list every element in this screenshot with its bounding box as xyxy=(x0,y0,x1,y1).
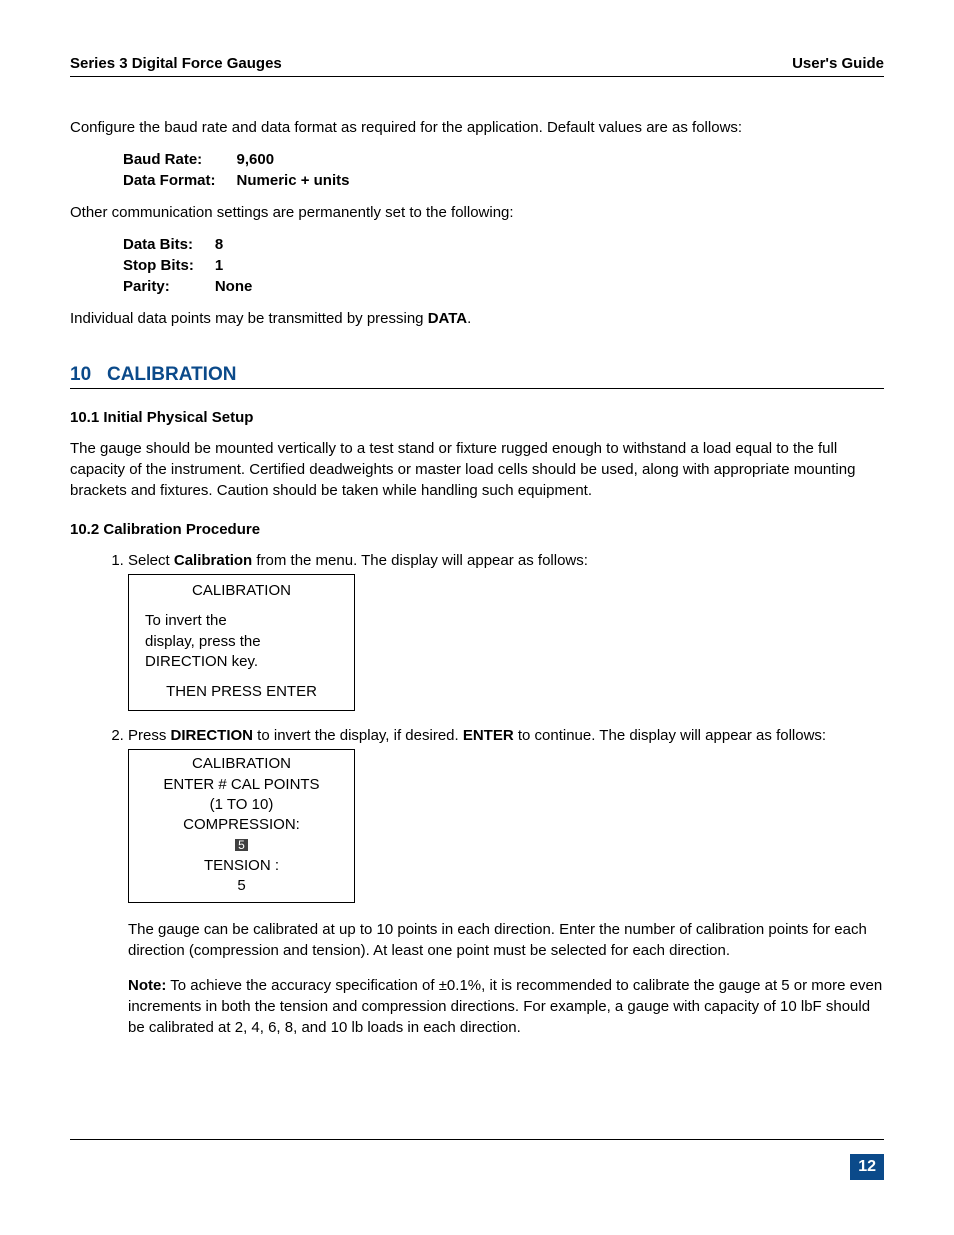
step-2: Press DIRECTION to invert the display, i… xyxy=(128,725,884,1038)
intro-paragraph: Configure the baud rate and data format … xyxy=(70,117,884,138)
sub1-text: The gauge should be mounted vertically t… xyxy=(70,438,884,501)
procedure-steps: Select Calibration from the menu. The di… xyxy=(70,550,884,1038)
compression-value: 5 xyxy=(235,839,248,851)
footer-rule xyxy=(70,1139,884,1140)
display1-line3: DIRECTION key. xyxy=(139,652,344,672)
step2-mid: to invert the display, if desired. xyxy=(253,727,463,744)
data-format-label: Data Format: xyxy=(122,171,234,190)
display2-l7: 5 xyxy=(139,876,344,896)
display2-l5: 5 xyxy=(139,835,344,855)
display2-l3: (1 TO 10) xyxy=(139,795,344,815)
header-right: User's Guide xyxy=(792,55,884,72)
table-row: Parity: None xyxy=(122,277,253,296)
parity-value: None xyxy=(214,277,254,296)
document-page: Series 3 Digital Force Gauges User's Gui… xyxy=(0,0,954,1235)
step2-pre: Press xyxy=(128,727,171,744)
defaults-table: Baud Rate: 9,600 Data Format: Numeric + … xyxy=(120,148,352,192)
baud-rate-label: Baud Rate: xyxy=(122,150,234,169)
display2-l1: CALIBRATION xyxy=(139,754,344,774)
data-bits-label: Data Bits: xyxy=(122,235,212,254)
step2-b2: ENTER xyxy=(463,727,514,744)
step2-paragraph: The gauge can be calibrated at up to 10 … xyxy=(128,919,884,961)
baud-rate-value: 9,600 xyxy=(236,150,351,169)
parity-label: Parity: xyxy=(122,277,212,296)
subheading-2: 10.2 Calibration Procedure xyxy=(70,521,884,538)
note-text: To achieve the accuracy specification of… xyxy=(128,977,882,1036)
section-number: 10 xyxy=(70,364,91,385)
data-line-bold: DATA xyxy=(428,310,467,327)
subheading-1: 10.1 Initial Physical Setup xyxy=(70,409,884,426)
step1-post: from the menu. The display will appear a… xyxy=(252,552,588,569)
permanent-settings-table: Data Bits: 8 Stop Bits: 1 Parity: None xyxy=(120,233,255,298)
data-line-pre: Individual data points may be transmitte… xyxy=(70,310,428,327)
stop-bits-label: Stop Bits: xyxy=(122,256,212,275)
page-header: Series 3 Digital Force Gauges User's Gui… xyxy=(70,55,884,77)
step2-note: Note: To achieve the accuracy specificat… xyxy=(128,975,884,1038)
data-format-value: Numeric + units xyxy=(236,171,351,190)
step2-b1: DIRECTION xyxy=(171,727,254,744)
step-1: Select Calibration from the menu. The di… xyxy=(128,550,884,711)
display-screen-2: CALIBRATION ENTER # CAL POINTS (1 TO 10)… xyxy=(128,749,355,903)
note-label: Note: xyxy=(128,977,166,994)
step2-post: to continue. The display will appear as … xyxy=(514,727,826,744)
header-left: Series 3 Digital Force Gauges xyxy=(70,55,282,72)
step1-bold: Calibration xyxy=(174,552,252,569)
table-row: Data Bits: 8 xyxy=(122,235,253,254)
display1-line1: To invert the xyxy=(139,611,344,631)
perm-intro: Other communication settings are permane… xyxy=(70,202,884,223)
data-bits-value: 8 xyxy=(214,235,254,254)
section-title: CALIBRATION xyxy=(107,364,236,385)
table-row: Data Format: Numeric + units xyxy=(122,171,350,190)
display2-l2: ENTER # CAL POINTS xyxy=(139,775,344,795)
data-line: Individual data points may be transmitte… xyxy=(70,308,884,329)
stop-bits-value: 1 xyxy=(214,256,254,275)
display2-l4: COMPRESSION: xyxy=(139,815,344,835)
display1-footer: THEN PRESS ENTER xyxy=(139,682,344,702)
section-heading: 10 CALIBRATION xyxy=(70,364,884,389)
page-number: 12 xyxy=(850,1154,884,1180)
display-screen-1: CALIBRATION To invert the display, press… xyxy=(128,574,355,711)
step1-pre: Select xyxy=(128,552,174,569)
data-line-post: . xyxy=(467,310,471,327)
display1-line2: display, press the xyxy=(139,632,344,652)
display1-title: CALIBRATION xyxy=(139,581,344,601)
table-row: Stop Bits: 1 xyxy=(122,256,253,275)
table-row: Baud Rate: 9,600 xyxy=(122,150,350,169)
display2-l6: TENSION : xyxy=(139,856,344,876)
